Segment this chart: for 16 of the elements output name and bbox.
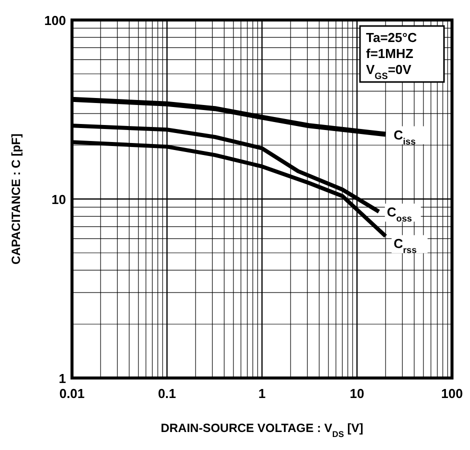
x-axis-title: DRAIN-SOURCE VOLTAGE : V$_{DS}$ [V] [160, 421, 364, 439]
series-label: C$_{oss}$ [386, 204, 412, 224]
series-label: C$_{iss}$ [394, 127, 416, 146]
series-label: C$_{rss}$ [394, 236, 417, 256]
y-tick-label: 1 [58, 371, 66, 386]
x-tick-label: 1 [258, 386, 266, 401]
x-tick-label: 0.1 [158, 386, 176, 401]
y-tick-label: 100 [44, 13, 66, 28]
x-tick-label: 10 [350, 386, 364, 401]
annotation: Ta=25°C [366, 30, 418, 45]
y-axis-title: CAPACITANCE : C [pF] [9, 134, 23, 264]
x-tick-label: 0.01 [59, 386, 85, 401]
annotation: V$_{GS}$=0V [366, 62, 412, 81]
x-tick-label: 100 [441, 386, 463, 401]
annotation: f=1MHZ [366, 46, 414, 61]
y-tick-label: 10 [52, 192, 66, 207]
